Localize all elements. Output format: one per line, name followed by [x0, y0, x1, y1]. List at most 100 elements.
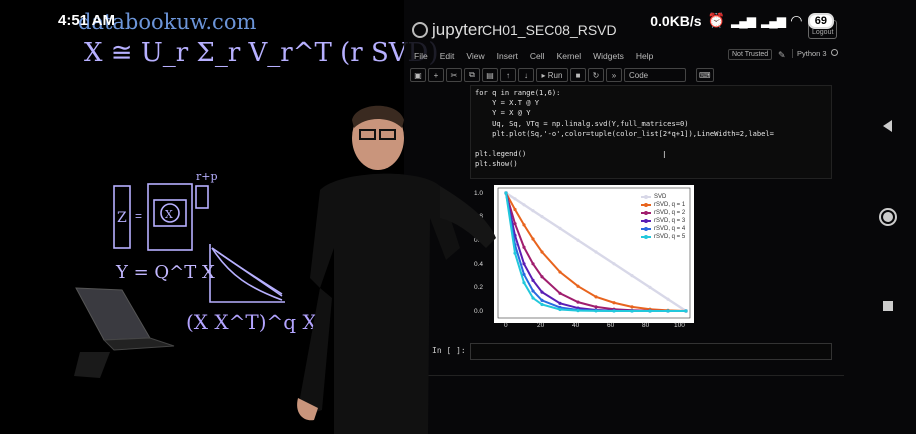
lightboard-qr-equation: Y = Q^T X	[116, 262, 215, 283]
data-point	[558, 291, 562, 295]
menu-edit[interactable]: Edit	[439, 51, 455, 61]
move-down-icon[interactable]: ↓	[518, 68, 534, 82]
text-cursor-icon: I	[663, 150, 666, 161]
legend-label: rSVD, q = 4	[654, 226, 686, 232]
data-point	[576, 238, 580, 242]
menu-kernel[interactable]: Kernel	[556, 51, 582, 61]
not-trusted-badge[interactable]: Not Trusted	[728, 49, 773, 60]
wifi-icon: ◠	[790, 12, 802, 28]
laptop-silhouette	[74, 287, 175, 378]
kernel-indicator: Python 3	[792, 49, 838, 58]
data-point	[594, 250, 598, 254]
y-tick-label: 0.4	[474, 261, 484, 268]
x-tick-label: 60	[607, 322, 615, 329]
data-point	[504, 191, 508, 195]
data-point	[522, 272, 526, 277]
data-point	[576, 284, 580, 288]
data-point	[513, 207, 517, 212]
data-point	[612, 301, 616, 305]
save-icon[interactable]: ▣	[410, 68, 426, 82]
status-time: 4:51 AM	[58, 12, 115, 29]
data-point	[612, 309, 616, 313]
plot-frame	[497, 187, 691, 319]
signal-icon: ▂▄▆	[731, 13, 756, 28]
data-point	[513, 251, 517, 255]
menu-insert[interactable]: Insert	[496, 51, 518, 61]
lightboard-svd-equation: X ≅ U_r Σ_r V_r^T (r SVD)	[84, 38, 439, 68]
y-tick-label: 0.2	[474, 284, 484, 291]
data-point	[666, 309, 670, 313]
x-tick-label: 20	[537, 322, 545, 329]
move-up-icon[interactable]: ↑	[500, 68, 516, 82]
restart-icon[interactable]: ↻	[588, 68, 604, 82]
data-point	[531, 209, 535, 213]
data-point	[612, 262, 616, 266]
legend-label: SVD	[654, 194, 667, 200]
data-point	[558, 226, 562, 230]
legend-entry: rSVD, q = 1	[641, 201, 685, 209]
legend-swatch	[641, 194, 651, 199]
data-point	[540, 298, 544, 302]
legend-swatch	[641, 210, 651, 215]
data-point	[594, 295, 598, 299]
run-button[interactable]: ▸ Run	[536, 68, 568, 82]
x-tick-label: 80	[642, 322, 650, 329]
data-point	[522, 203, 526, 207]
menu-widgets[interactable]: Widgets	[593, 51, 624, 61]
chart-area: SVD rSVD, q = 1 rSVD, q = 2 rSVD, q = 3 rSVD…	[494, 185, 694, 323]
toolbar: ▣ + ✂ ⧉ ▤ ↑ ↓ ▸ Run ■ ↻ » Code ⌨	[410, 67, 840, 83]
data-point	[576, 300, 580, 304]
data-point	[531, 262, 535, 266]
jupyter-logo-icon	[412, 22, 428, 38]
copy-icon[interactable]: ⧉	[464, 68, 480, 82]
menu-bar: File Edit View Insert Cell Kernel Widget…	[404, 48, 844, 64]
data-point	[576, 309, 580, 313]
cut-icon[interactable]: ✂	[446, 68, 462, 82]
home-icon[interactable]	[878, 207, 898, 227]
legend-swatch	[641, 226, 651, 231]
x-tick-label: 0	[504, 322, 508, 329]
y-tick-label: 1.0	[474, 190, 484, 197]
lightboard-matrix-sketch: Z = X	[113, 183, 285, 303]
code-line: plt.show()	[475, 159, 518, 169]
chart-svg	[497, 187, 691, 319]
code-cell[interactable]: for q in range(1,6): Y = X.T @ Y Y = X @…	[470, 85, 832, 179]
fast-forward-icon[interactable]: »	[606, 68, 622, 82]
data-point	[540, 215, 544, 219]
cell-type-select[interactable]: Code	[624, 68, 686, 82]
data-point	[558, 301, 562, 305]
legend-label: rSVD, q = 2	[654, 210, 686, 216]
keyboard-icon[interactable]: ⌨	[696, 68, 714, 82]
lightboard-url-text: databookuw.com	[78, 10, 257, 34]
empty-code-cell[interactable]	[470, 343, 832, 360]
recents-icon[interactable]	[878, 296, 898, 316]
code-text[interactable]: for q in range(1,6): Y = X.T @ Y Y = X @…	[471, 86, 831, 172]
legend-label: rSVD, q = 3	[654, 218, 686, 224]
legend-swatch	[641, 234, 651, 239]
legend-entry: SVD	[641, 193, 685, 201]
menu-help[interactable]: Help	[635, 51, 654, 61]
y-tick-label: 0.0	[474, 308, 484, 315]
menu-view[interactable]: View	[466, 51, 485, 61]
stop-icon[interactable]: ■	[570, 68, 586, 82]
legend-label: rSVD, q = 5	[654, 234, 686, 240]
data-point	[540, 290, 544, 294]
data-point	[522, 245, 526, 249]
data-point	[522, 223, 526, 227]
jupyter-logo[interactable]: jupyter	[412, 20, 483, 40]
notebook-title[interactable]: CH01_SEC08_RSVD	[482, 22, 617, 38]
code-line: plt.plot(Sq,'-o',color=tuple(color_list[…	[475, 128, 774, 138]
menu-cell[interactable]: Cell	[529, 51, 545, 61]
back-icon[interactable]	[878, 116, 898, 136]
paste-icon[interactable]: ▤	[482, 68, 498, 82]
add-cell-icon[interactable]: +	[428, 68, 444, 82]
lightboard-power-text: (X X^T)^q X	[186, 310, 317, 334]
signal-icon: ▂▄▆	[761, 13, 786, 28]
kernel-status-icon	[830, 49, 838, 56]
menu-file[interactable]: File	[414, 51, 428, 61]
data-point	[594, 309, 598, 313]
data-point	[513, 222, 517, 226]
code-line: Y = X.T @ Y	[475, 98, 540, 108]
pencil-icon[interactable]: ✎	[778, 50, 786, 60]
data-point	[531, 289, 535, 293]
